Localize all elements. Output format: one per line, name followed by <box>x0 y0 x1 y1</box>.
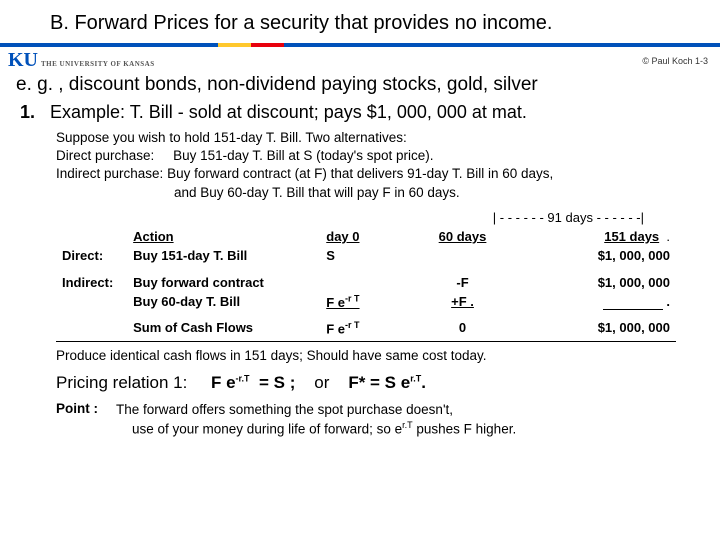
ku-logo-text: KU <box>8 49 38 72</box>
slide-title: B. Forward Prices for a security that pr… <box>0 0 720 43</box>
row-sum-day0: F e-r T <box>320 318 401 338</box>
row-indirect-60-2: +F . <box>402 292 524 312</box>
row-indirect-action1: Buy forward contract <box>127 273 320 292</box>
row-indirect-label: Indirect: <box>56 273 127 292</box>
point-text: The forward offers something the spot pu… <box>116 401 704 439</box>
header-60days: 60 days <box>439 229 487 244</box>
point-label: Point : <box>56 401 116 439</box>
row-direct-action: Buy 151-day T. Bill <box>127 246 320 265</box>
example-number: 1. <box>16 102 50 123</box>
table-row: Direct: Buy 151-day T. Bill S $1, 000, 0… <box>56 246 676 265</box>
ku-logo-subtitle: THE UNIVERSITY OF KANSAS <box>41 60 155 68</box>
row-direct-151: $1, 000, 000 <box>524 246 677 265</box>
row-sum-60: 0 <box>402 318 524 338</box>
header-action: Action <box>133 229 173 244</box>
row-direct-day0: S <box>320 246 401 265</box>
row-sum-151: $1, 000, 000 <box>524 318 677 338</box>
example-text: Example: T. Bill - sold at discount; pay… <box>50 102 527 123</box>
row-direct-label: Direct: <box>56 246 127 265</box>
copyright-text: © Paul Koch 1-3 <box>642 56 708 66</box>
row-indirect-151-2: . <box>524 292 677 312</box>
suppose-block: Suppose you wish to hold 151-day T. Bill… <box>56 129 704 202</box>
timeline-label: | - - - - - - 91 days - - - - - -| <box>56 210 704 225</box>
row-sum-action: Sum of Cash Flows <box>127 318 320 338</box>
ku-logo: KU THE UNIVERSITY OF KANSAS <box>8 49 155 72</box>
row-indirect-60-1: -F <box>402 273 524 292</box>
suppose-line1: Suppose you wish to hold 151-day T. Bill… <box>56 129 704 147</box>
suppose-line2: Direct purchase: Buy 151-day T. Bill at … <box>56 147 704 165</box>
subtitle: e. g. , discount bonds, non-dividend pay… <box>16 74 704 96</box>
table-row: Sum of Cash Flows F e-r T 0 $1, 000, 000 <box>56 318 676 338</box>
row-indirect-151: $1, 000, 000 <box>524 273 677 292</box>
table-header-row: Action day 0 60 days 151 days . <box>56 227 676 246</box>
table-row: Indirect: Buy forward contract -F $1, 00… <box>56 273 676 292</box>
row-indirect-action2: Buy 60-day T. Bill <box>127 292 320 312</box>
header-151days: 151 days <box>604 229 659 244</box>
suppose-line4: and Buy 60-day T. Bill that will pay F i… <box>174 184 704 202</box>
table-row: Buy 60-day T. Bill F e-r T +F . . <box>56 292 676 312</box>
divider-stripe <box>0 43 720 47</box>
cashflow-table: | - - - - - - 91 days - - - - - -| Actio… <box>56 210 704 342</box>
conclusion-text: Produce identical cash flows in 151 days… <box>56 348 704 363</box>
row-indirect-day0-2: F e-r T <box>320 292 401 312</box>
suppose-line3: Indirect purchase: Buy forward contract … <box>56 165 704 183</box>
row-direct-60 <box>402 246 524 265</box>
pricing-relation: Pricing relation 1: F e-r.T = S ; or F* … <box>56 373 704 393</box>
table-bottom-rule <box>56 341 676 342</box>
point-block: Point : The forward offers something the… <box>56 401 704 439</box>
header-day0: day 0 <box>326 229 359 244</box>
